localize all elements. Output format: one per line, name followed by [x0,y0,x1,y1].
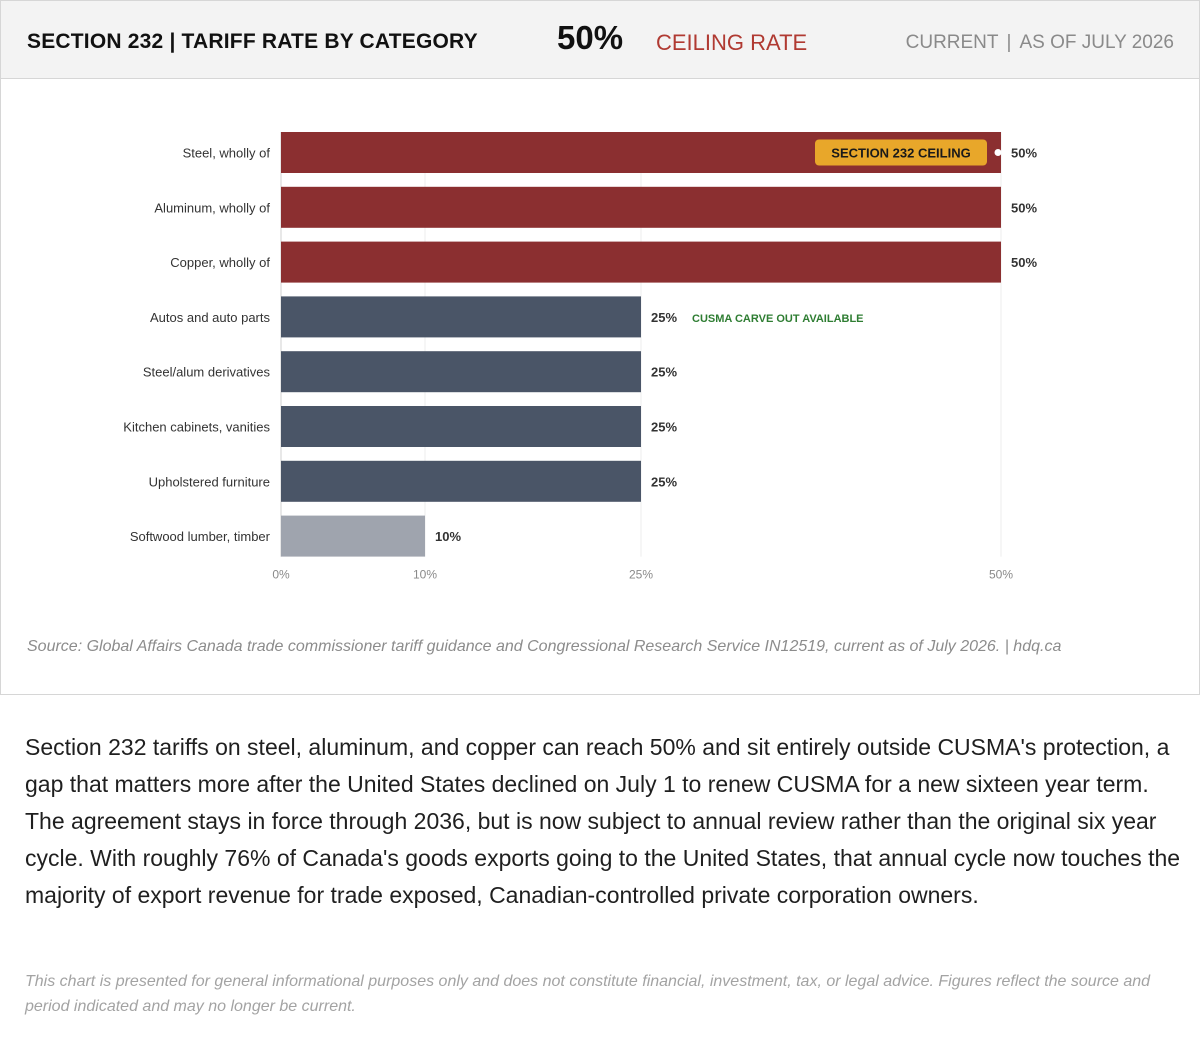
category-label: Softwood lumber, timber [130,529,271,544]
category-label: Steel/alum derivatives [143,365,271,380]
bar [281,515,425,557]
ceiling-badge [815,139,987,166]
bar-chart: Steel, wholly of 50% Aluminum, wholly of 50… [123,132,1037,582]
bar [281,460,641,502]
status-separator: | [1006,32,1012,53]
source-note: Source: Global Affairs Canada trade comm… [27,638,1062,655]
ceiling-badge-label: SECTION 232 CEILING [831,146,970,161]
bar [281,351,641,393]
status-as-of: AS OF JULY 2026 [1019,32,1174,53]
x-tick-label: 10% [413,568,437,582]
bar [281,296,641,338]
bar [281,186,1001,228]
chart-header: SECTION 232 | TARIFF RATE BY CATEGORY 50… [1,1,1199,79]
value-label: 25% [651,310,677,325]
chart-title: SECTION 232 | TARIFF RATE BY CATEGORY [27,30,478,53]
category-label: Copper, wholly of [170,255,270,270]
cusma-note: CUSMA CARVE OUT AVAILABLE [692,313,864,325]
headline-value: 50% [557,19,624,56]
value-label: 50% [1011,200,1037,215]
category-label: Autos and auto parts [150,310,270,325]
category-label: Steel, wholly of [183,146,271,161]
status-current: CURRENT [905,32,999,53]
status-line: CURRENT | AS OF JULY 2026 [906,32,1174,54]
bar [281,406,641,447]
value-label: 25% [651,365,677,380]
value-label: 25% [651,420,677,435]
value-label: 50% [1011,255,1037,270]
category-label: Aluminum, wholly of [154,200,270,215]
value-label: 10% [435,529,461,544]
x-tick-label: 25% [629,568,653,582]
disclaimer: This chart is presented for general info… [25,973,1151,1015]
headline-label: CEILING RATE [656,30,808,55]
ceiling-marker [994,149,1002,156]
category-label: Kitchen cabinets, vanities [123,420,270,435]
category-label: Upholstered furniture [149,474,270,489]
chart-card: SECTION 232 | TARIFF RATE BY CATEGORY 50… [0,0,1200,695]
value-label: 25% [651,474,677,489]
bar [281,241,1001,283]
body-paragraph: Section 232 tariffs on steel, aluminum, … [25,734,1181,908]
x-tick-label: 0% [272,568,290,582]
value-label: 50% [1011,146,1037,161]
x-tick-label: 50% [989,568,1013,582]
